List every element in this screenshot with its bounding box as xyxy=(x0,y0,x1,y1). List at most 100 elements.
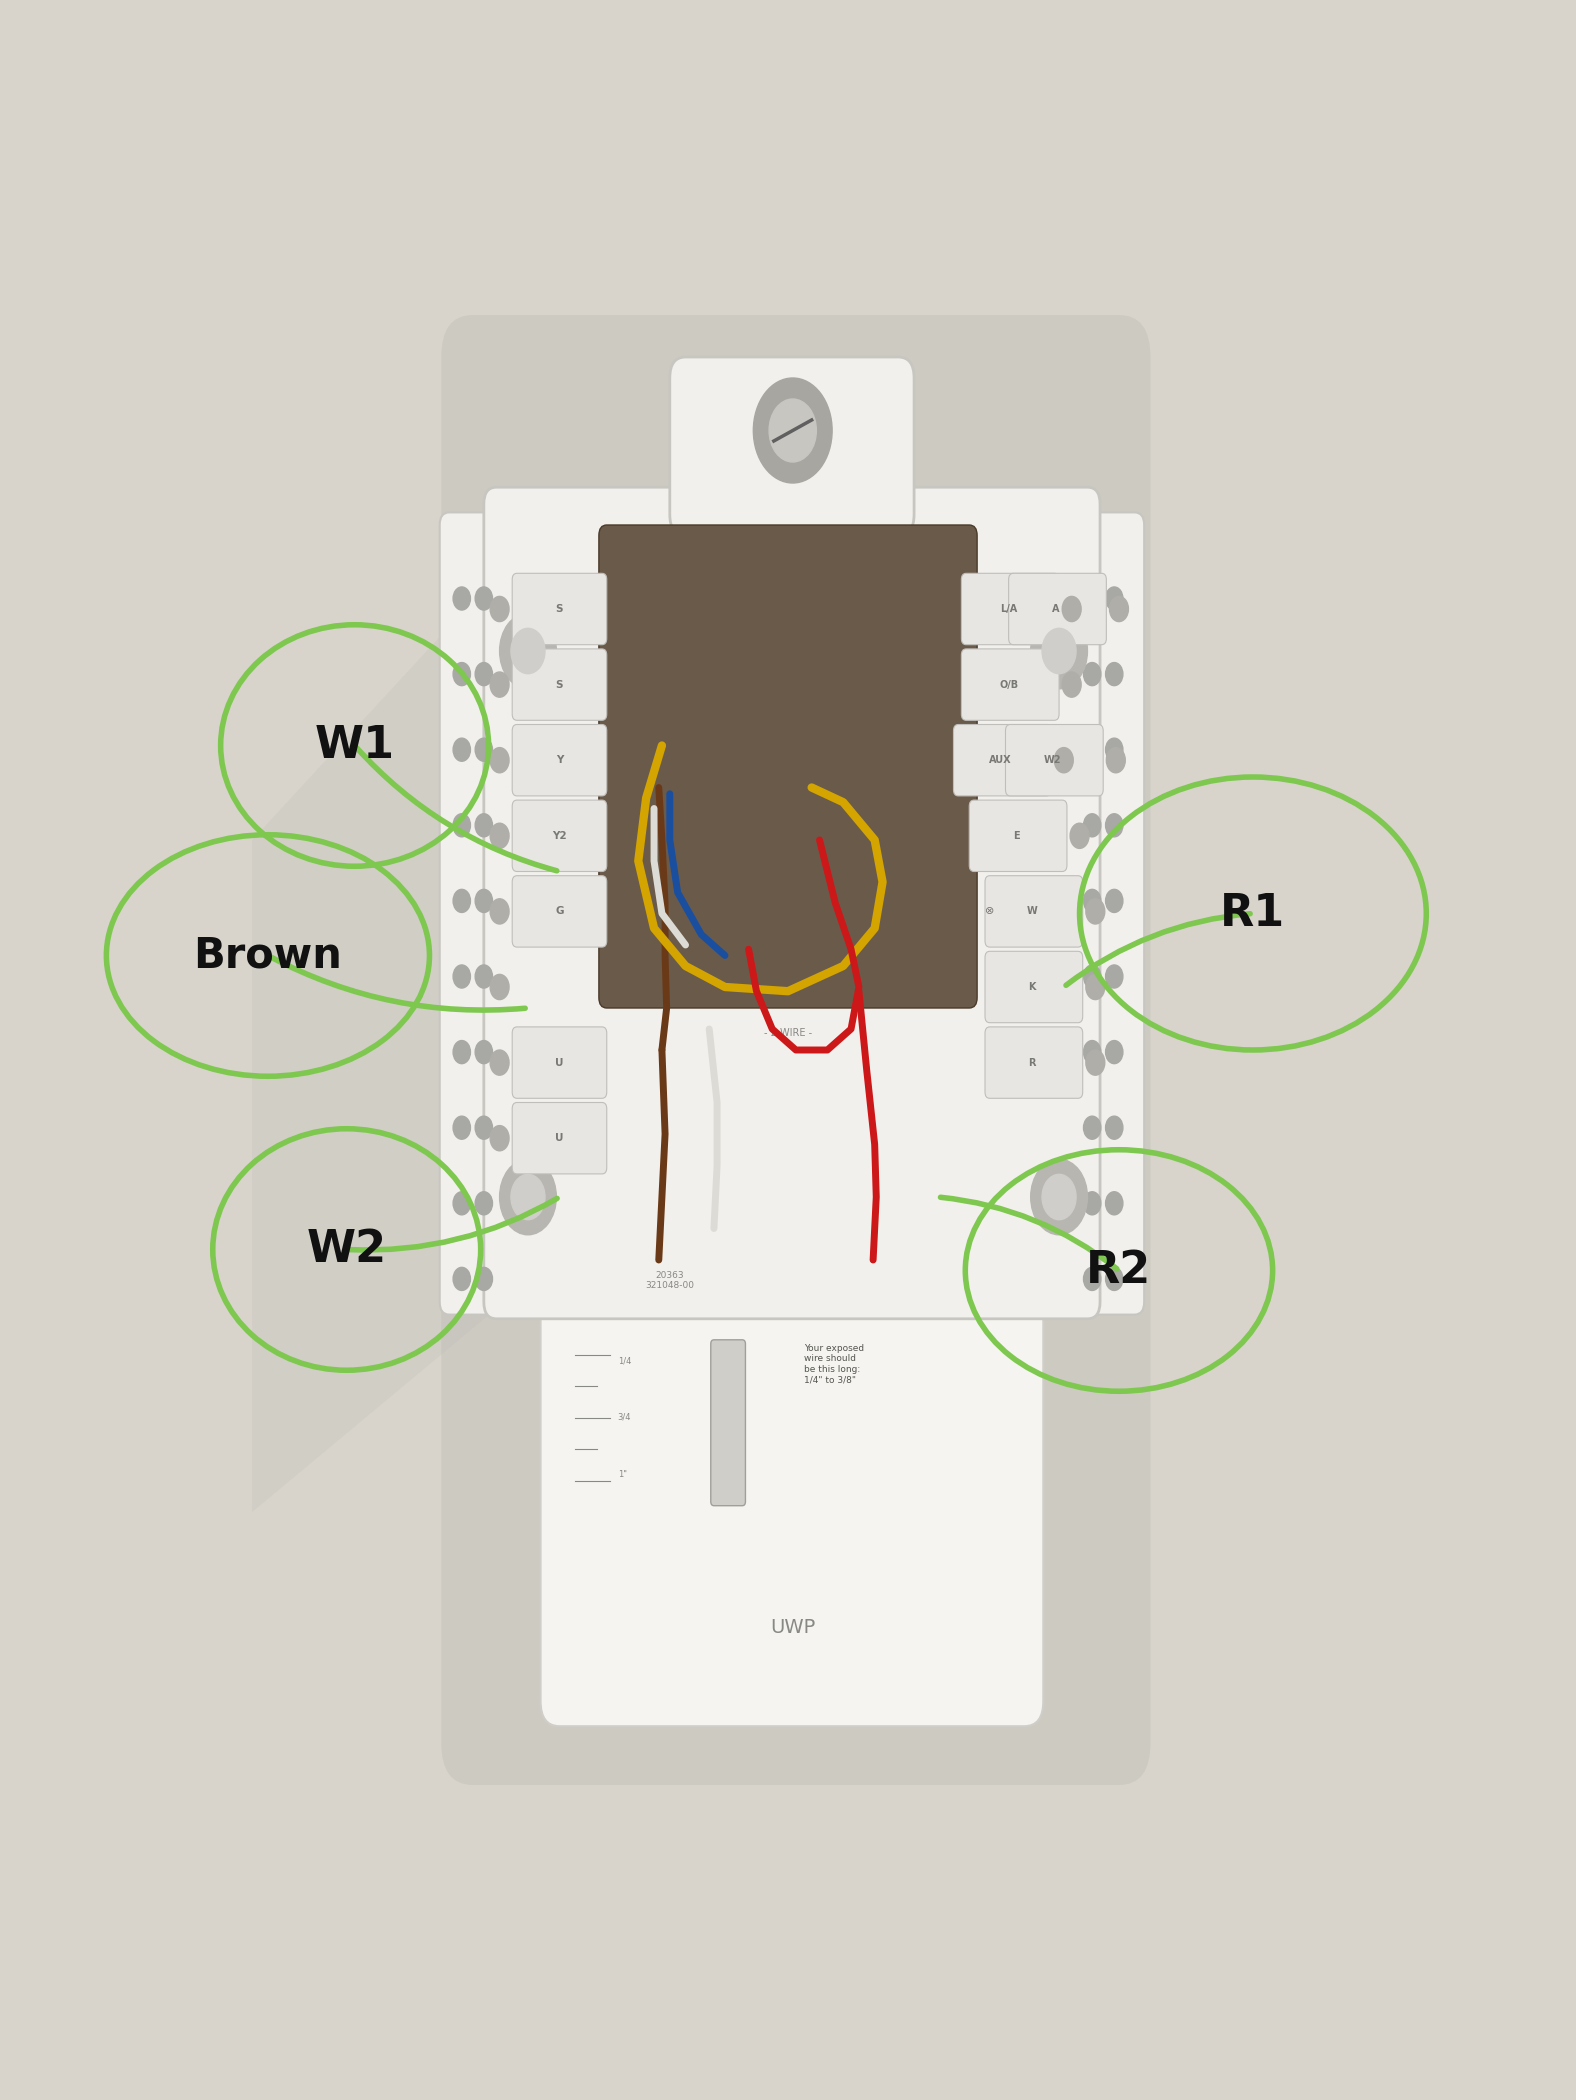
Circle shape xyxy=(476,966,492,989)
Circle shape xyxy=(476,739,492,762)
Circle shape xyxy=(1084,890,1100,911)
Text: K: K xyxy=(1029,983,1035,991)
Circle shape xyxy=(490,672,509,697)
Circle shape xyxy=(490,748,509,773)
FancyBboxPatch shape xyxy=(1009,573,1106,645)
Circle shape xyxy=(476,813,492,836)
FancyBboxPatch shape xyxy=(512,876,607,947)
FancyBboxPatch shape xyxy=(985,951,1083,1023)
FancyBboxPatch shape xyxy=(969,800,1067,872)
FancyBboxPatch shape xyxy=(441,315,1150,1785)
Circle shape xyxy=(490,974,509,1000)
Circle shape xyxy=(500,1159,556,1235)
Text: 1/4: 1/4 xyxy=(618,1357,630,1365)
Circle shape xyxy=(1086,1050,1105,1075)
Circle shape xyxy=(1084,813,1100,836)
Circle shape xyxy=(1106,1268,1122,1289)
Text: R1: R1 xyxy=(1220,892,1286,934)
FancyBboxPatch shape xyxy=(985,876,1083,947)
Circle shape xyxy=(454,664,470,685)
Circle shape xyxy=(476,586,492,609)
Circle shape xyxy=(500,613,556,689)
Circle shape xyxy=(1084,1193,1100,1214)
Text: AUX: AUX xyxy=(990,756,1012,764)
FancyBboxPatch shape xyxy=(711,1340,745,1506)
Circle shape xyxy=(476,890,492,911)
Circle shape xyxy=(1086,974,1105,1000)
FancyBboxPatch shape xyxy=(961,573,1059,645)
Circle shape xyxy=(476,664,492,685)
FancyBboxPatch shape xyxy=(985,1027,1083,1098)
Text: Brown: Brown xyxy=(194,934,342,976)
Circle shape xyxy=(1106,664,1122,685)
FancyBboxPatch shape xyxy=(512,800,607,872)
Text: U: U xyxy=(555,1058,564,1067)
Circle shape xyxy=(769,399,816,462)
Circle shape xyxy=(1084,1040,1100,1063)
Circle shape xyxy=(454,739,470,762)
Circle shape xyxy=(1106,1040,1122,1063)
Circle shape xyxy=(1031,1159,1087,1235)
Circle shape xyxy=(1084,664,1100,685)
Circle shape xyxy=(1084,586,1100,609)
Polygon shape xyxy=(252,567,504,1512)
Text: S: S xyxy=(556,605,563,613)
Text: U: U xyxy=(555,1134,564,1142)
Circle shape xyxy=(511,1174,545,1220)
Circle shape xyxy=(1042,628,1076,674)
Circle shape xyxy=(1106,966,1122,989)
Circle shape xyxy=(1106,890,1122,911)
Circle shape xyxy=(1062,672,1081,697)
Text: L/A: L/A xyxy=(1001,605,1017,613)
Text: E: E xyxy=(1013,832,1020,840)
Circle shape xyxy=(454,586,470,609)
Circle shape xyxy=(753,378,832,483)
Circle shape xyxy=(1110,596,1128,622)
Circle shape xyxy=(1106,1117,1122,1138)
Circle shape xyxy=(1106,748,1125,773)
FancyBboxPatch shape xyxy=(599,525,977,1008)
Circle shape xyxy=(476,1040,492,1063)
Text: Y2: Y2 xyxy=(552,832,567,840)
Text: 1": 1" xyxy=(618,1470,627,1478)
Circle shape xyxy=(1042,1174,1076,1220)
Circle shape xyxy=(490,596,509,622)
FancyBboxPatch shape xyxy=(953,724,1051,796)
FancyBboxPatch shape xyxy=(512,1027,607,1098)
Text: R: R xyxy=(1029,1058,1035,1067)
Circle shape xyxy=(1031,613,1087,689)
Circle shape xyxy=(1084,1117,1100,1138)
Circle shape xyxy=(454,1193,470,1214)
Circle shape xyxy=(476,1117,492,1138)
FancyBboxPatch shape xyxy=(670,357,914,536)
FancyBboxPatch shape xyxy=(512,1102,607,1174)
Text: ⊗: ⊗ xyxy=(985,907,994,916)
Circle shape xyxy=(454,1268,470,1289)
Circle shape xyxy=(490,1050,509,1075)
FancyBboxPatch shape xyxy=(1054,512,1144,1315)
Text: Y: Y xyxy=(556,756,563,764)
FancyBboxPatch shape xyxy=(440,512,530,1315)
Text: W2: W2 xyxy=(307,1228,386,1270)
Circle shape xyxy=(476,1268,492,1289)
Circle shape xyxy=(454,966,470,989)
FancyBboxPatch shape xyxy=(512,649,607,720)
Circle shape xyxy=(511,628,545,674)
Circle shape xyxy=(476,1193,492,1214)
Text: G: G xyxy=(555,907,564,916)
FancyBboxPatch shape xyxy=(512,573,607,645)
Circle shape xyxy=(1086,899,1105,924)
Circle shape xyxy=(490,1126,509,1151)
FancyBboxPatch shape xyxy=(1005,724,1103,796)
FancyBboxPatch shape xyxy=(541,1193,1043,1726)
FancyBboxPatch shape xyxy=(961,649,1059,720)
Text: W2: W2 xyxy=(1043,756,1062,764)
Circle shape xyxy=(454,1040,470,1063)
Circle shape xyxy=(1106,813,1122,836)
Text: R2: R2 xyxy=(1086,1250,1152,1292)
Text: 20363
321048-00: 20363 321048-00 xyxy=(645,1270,695,1289)
Circle shape xyxy=(1106,586,1122,609)
Circle shape xyxy=(1062,596,1081,622)
FancyBboxPatch shape xyxy=(512,724,607,796)
Circle shape xyxy=(1054,748,1073,773)
